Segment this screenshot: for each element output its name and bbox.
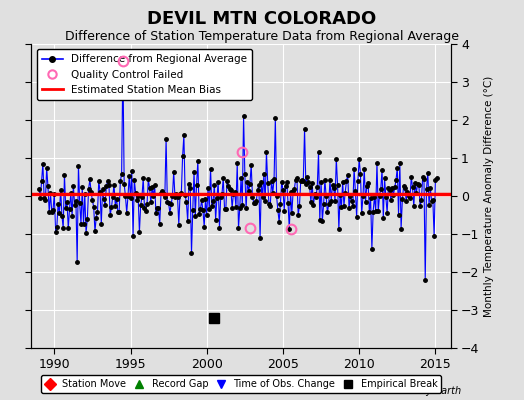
Legend: Difference from Regional Average, Quality Control Failed, Estimated Station Mean: Difference from Regional Average, Qualit… (37, 49, 252, 100)
Y-axis label: Monthly Temperature Anomaly Difference (°C): Monthly Temperature Anomaly Difference (… (484, 75, 494, 317)
Legend: Station Move, Record Gap, Time of Obs. Change, Empirical Break: Station Move, Record Gap, Time of Obs. C… (41, 375, 441, 393)
Text: Difference of Station Temperature Data from Regional Average: Difference of Station Temperature Data f… (65, 30, 459, 43)
Text: DEVIL MTN COLORADO: DEVIL MTN COLORADO (147, 10, 377, 28)
Text: Berkeley Earth: Berkeley Earth (389, 386, 461, 396)
